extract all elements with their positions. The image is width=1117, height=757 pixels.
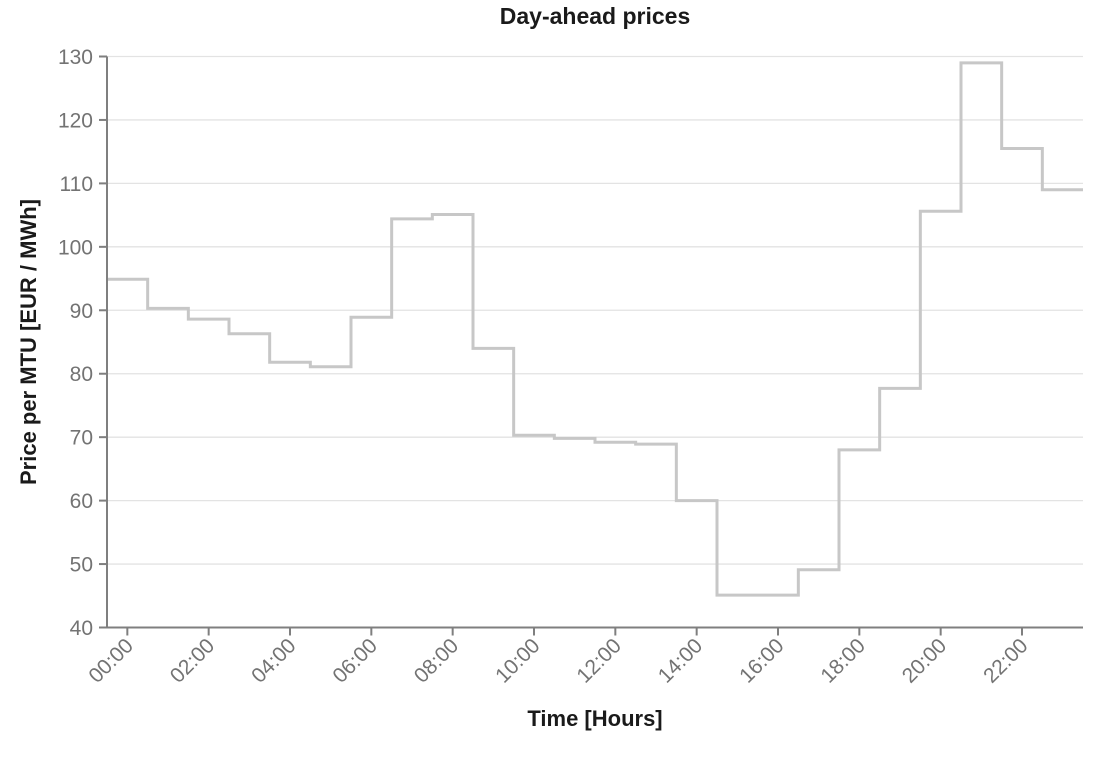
price-step-line [107,61,1083,597]
price-series-path [107,61,1083,597]
x-axis-ticks: 00:00 02:00 04:00 06:00 08:00 10:00 12:00 14:00… [84,627,1033,688]
x-tick-label: 22:00 [979,634,1032,687]
x-tick-label: 04:00 [247,634,300,687]
y-tick-label: 120 [58,109,93,132]
y-tick-label: 130 [58,46,93,69]
x-tick-label: 18:00 [816,634,869,687]
x-tick-label: 14:00 [654,634,707,687]
x-tick-label: 06:00 [328,634,381,687]
y-tick-label: 90 [70,300,93,323]
x-tick-label: 16:00 [735,634,788,687]
chart-title: Day-ahead prices [500,3,690,29]
y-tick-label: 60 [70,490,93,513]
gridlines [107,55,1083,629]
x-tick-label: 10:00 [491,634,544,687]
y-tick-label: 100 [58,236,93,259]
y-axis-title: Price per MTU [EUR / MWh] [16,199,41,485]
axes [106,56,1083,629]
y-axis-ticks: 40 50 60 70 80 90 100 110 120 130 [58,46,107,640]
y-tick-label: 40 [70,617,93,640]
x-tick-label: 12:00 [572,634,625,687]
y-tick-label: 50 [70,554,93,577]
y-tick-label: 70 [70,427,93,450]
x-tick-label: 20:00 [898,634,951,687]
x-tick-label: 00:00 [84,634,137,687]
y-tick-label: 110 [60,173,93,196]
x-axis-title: Time [Hours] [527,706,662,731]
y-tick-label: 80 [70,363,93,386]
x-tick-label: 08:00 [410,634,463,687]
x-tick-label: 02:00 [166,634,219,687]
